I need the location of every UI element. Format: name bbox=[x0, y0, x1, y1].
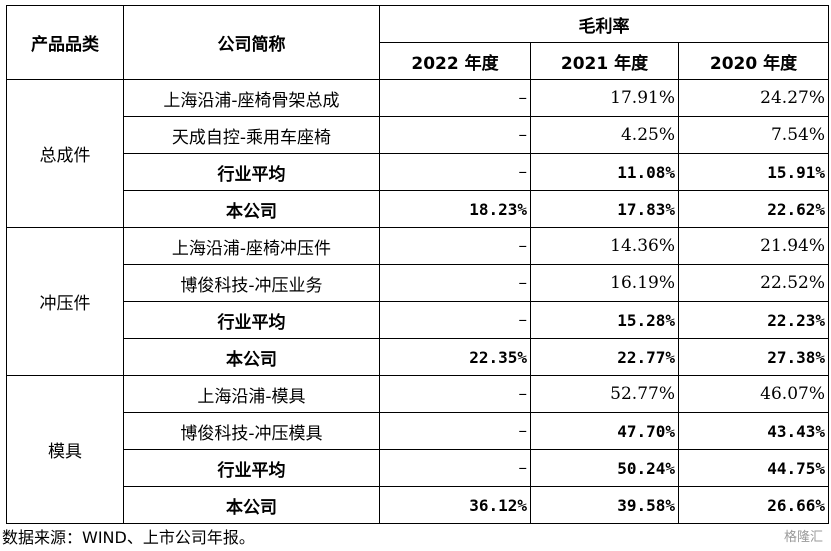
header-year-2022: 2022 年度 bbox=[379, 42, 531, 80]
value-2020: 22.62% bbox=[678, 190, 829, 228]
value-2021: 39.58% bbox=[530, 486, 679, 524]
header-gross-margin: 毛利率 bbox=[379, 5, 829, 43]
value-2021: 22.77% bbox=[530, 338, 679, 376]
table-row: 模具 上海沿浦-模具 – 52.77% 46.07% bbox=[6, 375, 829, 524]
value-2022: 36.12% bbox=[379, 486, 531, 524]
value-2020: 22.23% bbox=[678, 301, 829, 339]
value-2021: 47.70% bbox=[530, 412, 679, 450]
value-2020: 7.54% bbox=[678, 116, 829, 154]
gross-margin-table: 产品品类 公司简称 毛利率 2022 年度 2021 年度 2020 年度 总成… bbox=[6, 5, 829, 524]
category-cell: 总成件 bbox=[6, 79, 124, 228]
company-cell: 上海沿浦-座椅冲压件 bbox=[123, 227, 380, 265]
value-2020: 21.94% bbox=[678, 227, 829, 265]
table-row: 博俊科技-冲压模具 – 47.70% 43.43% bbox=[7, 412, 829, 450]
table-row-industry-average: 行业平均 – 50.24% 44.75% bbox=[7, 449, 829, 487]
category-cell: 模具 bbox=[6, 375, 124, 524]
value-2022: – bbox=[379, 79, 531, 117]
company-cell: 天成自控-乘用车座椅 bbox=[123, 116, 380, 154]
value-2022: – bbox=[379, 449, 531, 487]
table-row: 总成件 上海沿浦-座椅骨架总成 – 17.91% 24.27% bbox=[6, 79, 829, 228]
value-2020: 26.66% bbox=[678, 486, 829, 524]
value-2021: 16.19% bbox=[530, 264, 679, 302]
value-2020: 24.27% bbox=[678, 79, 829, 117]
header-category: 产品品类 bbox=[6, 5, 124, 80]
table-row: 天成自控-乘用车座椅 – 4.25% 7.54% bbox=[7, 116, 829, 154]
value-2020: 46.07% bbox=[678, 375, 829, 413]
value-2022: – bbox=[379, 375, 531, 413]
value-2022: – bbox=[379, 153, 531, 191]
header-company: 公司简称 bbox=[123, 5, 380, 80]
company-cell: 行业平均 bbox=[123, 449, 380, 487]
company-cell: 本公司 bbox=[123, 486, 380, 524]
value-2022: – bbox=[379, 412, 531, 450]
table-row-own-company: 本公司 18.23% 17.83% 22.62% bbox=[7, 190, 829, 228]
value-2022: – bbox=[379, 264, 531, 302]
value-2020: 44.75% bbox=[678, 449, 829, 487]
value-2021: 4.25% bbox=[530, 116, 679, 154]
table-row: 冲压件 上海沿浦-座椅冲压件 – 14.36% 21.94% bbox=[6, 227, 829, 376]
company-cell: 博俊科技-冲压模具 bbox=[123, 412, 380, 450]
value-2021: 17.83% bbox=[530, 190, 679, 228]
company-cell: 行业平均 bbox=[123, 301, 380, 339]
value-2021: 11.08% bbox=[530, 153, 679, 191]
company-cell: 上海沿浦-模具 bbox=[123, 375, 380, 413]
company-cell: 博俊科技-冲压业务 bbox=[123, 264, 380, 302]
watermark-logo: 格隆汇 bbox=[783, 530, 823, 545]
value-2021: 50.24% bbox=[530, 449, 679, 487]
table-row-own-company: 本公司 22.35% 22.77% 27.38% bbox=[7, 338, 829, 376]
value-2021: 15.28% bbox=[530, 301, 679, 339]
company-cell: 本公司 bbox=[123, 190, 380, 228]
category-cell: 冲压件 bbox=[6, 227, 124, 376]
value-2021: 14.36% bbox=[530, 227, 679, 265]
company-cell: 本公司 bbox=[123, 338, 380, 376]
value-2021: 17.91% bbox=[530, 79, 679, 117]
table-row-industry-average: 行业平均 – 15.28% 22.23% bbox=[7, 301, 829, 339]
header-year-2020: 2020 年度 bbox=[678, 42, 829, 80]
table-row-own-company: 本公司 36.12% 39.58% 26.66% bbox=[7, 486, 829, 524]
value-2020: 43.43% bbox=[678, 412, 829, 450]
source-note: 数据来源：WIND、上市公司年报。 bbox=[2, 528, 255, 547]
value-2022: – bbox=[379, 301, 531, 339]
value-2022: – bbox=[379, 227, 531, 265]
value-2020: 22.52% bbox=[678, 264, 829, 302]
value-2021: 52.77% bbox=[530, 375, 679, 413]
header-year-2021: 2021 年度 bbox=[530, 42, 679, 80]
company-cell: 行业平均 bbox=[123, 153, 380, 191]
company-cell: 上海沿浦-座椅骨架总成 bbox=[123, 79, 380, 117]
value-2022: 22.35% bbox=[379, 338, 531, 376]
table-row-industry-average: 行业平均 – 11.08% 15.91% bbox=[7, 153, 829, 191]
table-row: 博俊科技-冲压业务 – 16.19% 22.52% bbox=[7, 264, 829, 302]
value-2020: 15.91% bbox=[678, 153, 829, 191]
value-2020: 27.38% bbox=[678, 338, 829, 376]
value-2022: 18.23% bbox=[379, 190, 531, 228]
value-2022: – bbox=[379, 116, 531, 154]
